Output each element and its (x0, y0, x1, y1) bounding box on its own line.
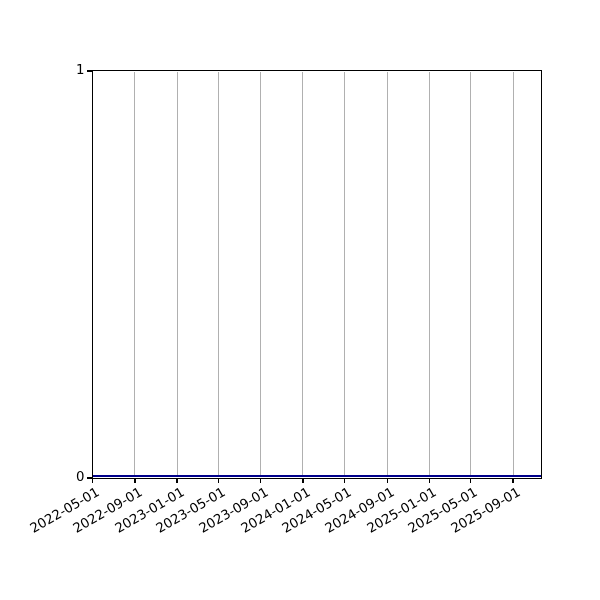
x-tick-mark (260, 478, 262, 483)
x-tick-mark (91, 478, 94, 483)
gridline (386, 71, 388, 478)
x-tick-mark (428, 478, 430, 483)
gridline (217, 71, 219, 478)
gridline (470, 71, 472, 478)
x-tick-mark (386, 478, 388, 483)
gridline (428, 71, 430, 478)
plot-area (91, 70, 542, 479)
gridline (134, 71, 136, 478)
x-tick-mark (134, 478, 136, 483)
y-tick-mark (86, 70, 92, 72)
x-tick-mark (512, 478, 514, 483)
series-line-flat-zero-series (92, 474, 541, 478)
gridline (512, 71, 514, 478)
y-tick-label: 1 (76, 63, 85, 78)
gridline (260, 71, 262, 478)
y-tick-mark (86, 477, 92, 479)
x-tick-mark (344, 478, 346, 483)
y-tick-label: 0 (76, 470, 85, 485)
gridline (302, 71, 304, 478)
x-tick-mark (302, 478, 304, 483)
x-tick-mark (176, 478, 178, 483)
x-tick-mark (217, 478, 219, 483)
gridline (176, 71, 178, 478)
x-tick-mark (470, 478, 472, 483)
gridline (344, 71, 346, 478)
